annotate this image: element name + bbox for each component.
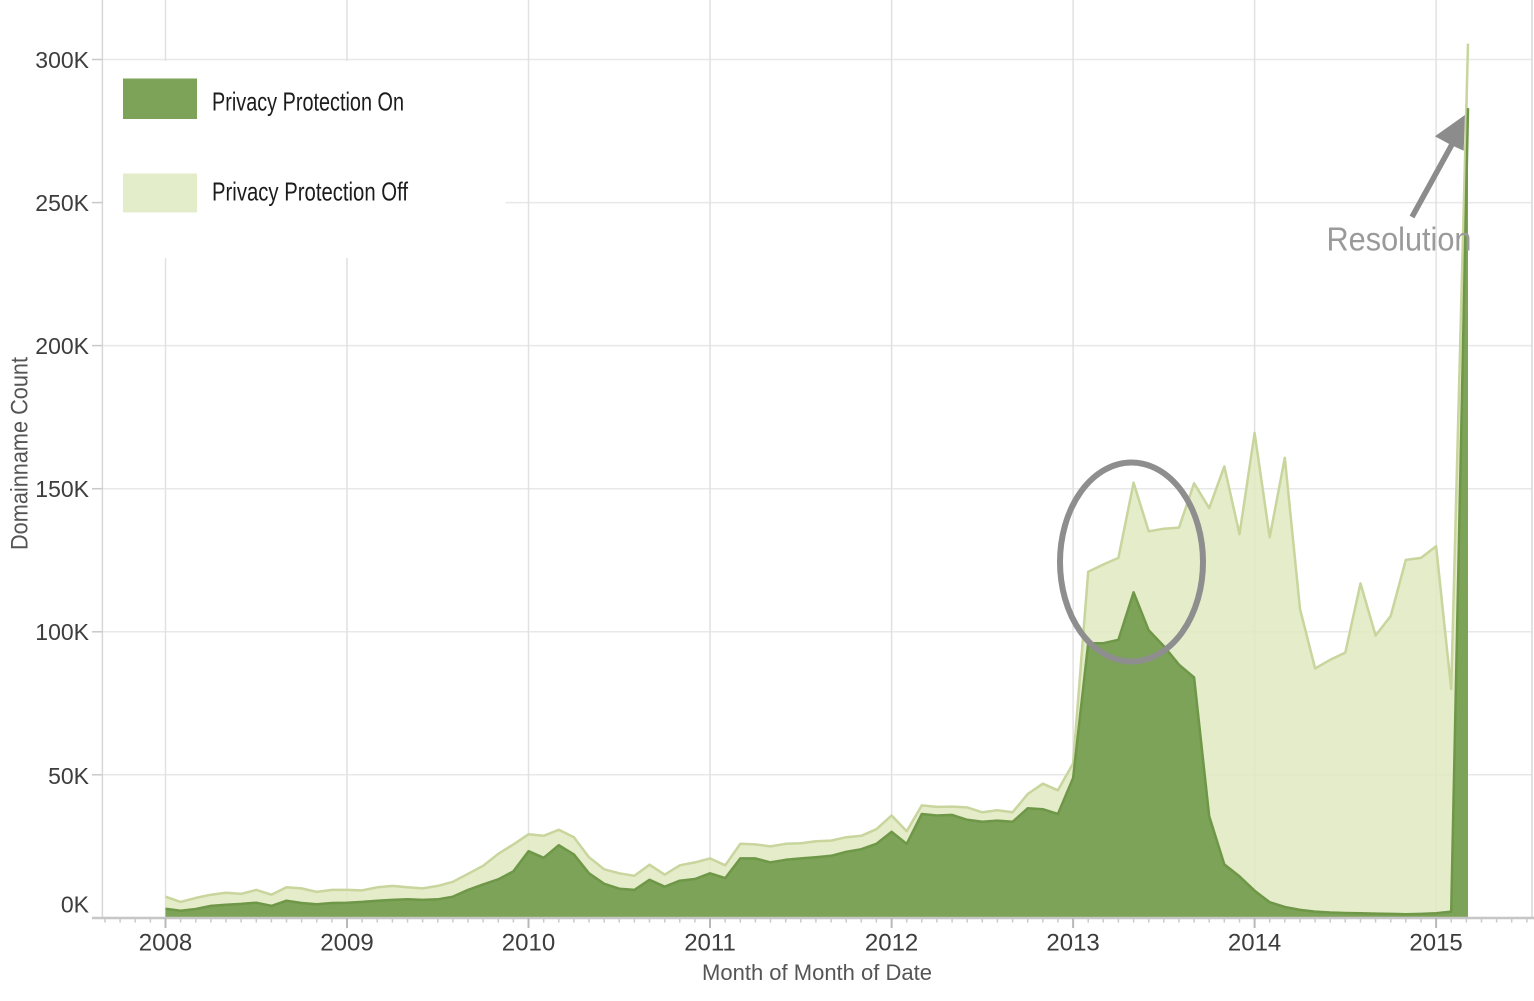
svg-text:Privacy Protection On: Privacy Protection On bbox=[212, 87, 404, 117]
svg-text:150K: 150K bbox=[35, 476, 89, 502]
svg-text:Resolution: Resolution bbox=[1327, 221, 1472, 258]
svg-text:100K: 100K bbox=[35, 619, 89, 645]
svg-text:2012: 2012 bbox=[865, 930, 918, 957]
svg-text:0K: 0K bbox=[61, 891, 90, 917]
svg-text:250K: 250K bbox=[35, 190, 89, 216]
svg-text:2015: 2015 bbox=[1409, 930, 1462, 957]
svg-text:Month of Month of Date: Month of Month of Date bbox=[702, 960, 932, 985]
svg-text:2011: 2011 bbox=[684, 930, 736, 957]
svg-text:2010: 2010 bbox=[502, 930, 555, 957]
svg-text:2013: 2013 bbox=[1046, 930, 1099, 957]
svg-text:2014: 2014 bbox=[1228, 930, 1281, 957]
svg-text:300K: 300K bbox=[35, 47, 89, 73]
svg-text:Domainname Count: Domainname Count bbox=[7, 357, 34, 550]
svg-text:50K: 50K bbox=[48, 763, 90, 789]
svg-text:2008: 2008 bbox=[139, 930, 192, 957]
svg-text:200K: 200K bbox=[35, 333, 89, 359]
svg-text:Privacy Protection Off: Privacy Protection Off bbox=[212, 177, 409, 207]
svg-text:2009: 2009 bbox=[320, 930, 373, 957]
